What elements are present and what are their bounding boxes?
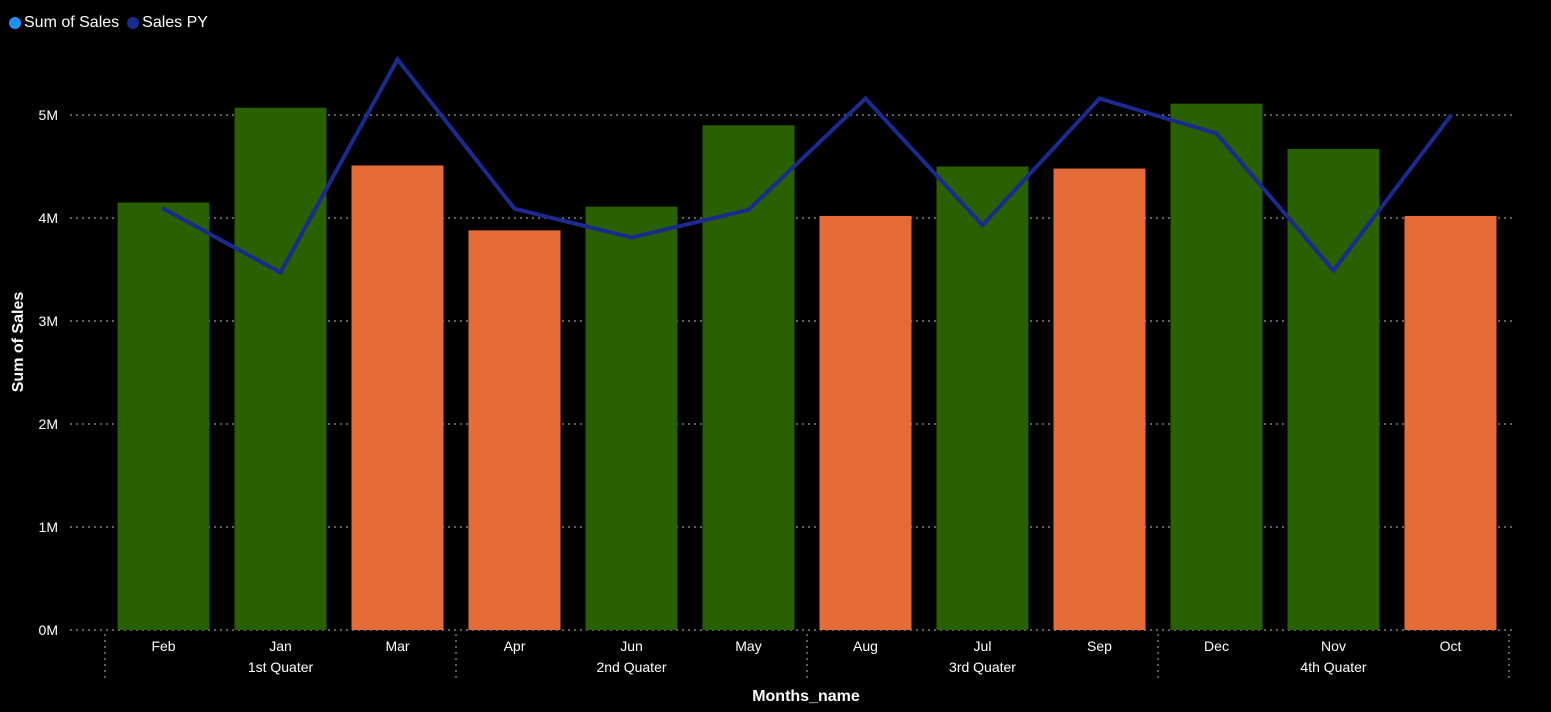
y-tick-label: 4M bbox=[39, 210, 58, 226]
bar-may[interactable] bbox=[702, 125, 795, 631]
y-tick-label: 0M bbox=[39, 622, 58, 638]
x-tick-label: Oct bbox=[1440, 638, 1462, 654]
point-sales-py-apr[interactable] bbox=[512, 206, 517, 211]
y-tick-label: 1M bbox=[39, 519, 58, 535]
x-axis-ticks: Feb Jan Mar Apr Jun May Aug Jul Sep Dec Nov Oct bbox=[151, 638, 1461, 654]
x-group-label: 3rd Quater bbox=[949, 659, 1016, 675]
bar-oct[interactable] bbox=[1404, 215, 1497, 630]
line-series bbox=[161, 55, 1453, 276]
x-tick-label: Jan bbox=[269, 638, 292, 654]
x-tick-label: Jun bbox=[620, 638, 643, 654]
x-tick-label: May bbox=[735, 638, 761, 654]
y-tick-label: 5M bbox=[39, 107, 58, 123]
y-axis-ticks: 0M 1M 2M 3M 4M 5M bbox=[39, 107, 58, 638]
point-sales-py-mar[interactable] bbox=[395, 57, 400, 62]
legend-item-sum-of-sales[interactable]: Sum of Sales bbox=[9, 14, 119, 32]
x-tick-label: Sep bbox=[1087, 638, 1112, 654]
legend-dot-sum-of-sales bbox=[9, 17, 21, 29]
x-tick-label: Apr bbox=[504, 638, 526, 654]
point-sales-py-may[interactable] bbox=[746, 207, 751, 212]
point-sales-py-sep[interactable] bbox=[1097, 96, 1102, 101]
x-group-label: 4th Quater bbox=[1300, 659, 1366, 675]
x-tick-label: Feb bbox=[151, 638, 175, 654]
bar-jul[interactable] bbox=[936, 166, 1029, 631]
bar-aug[interactable] bbox=[819, 215, 912, 630]
x-tick-label: Jul bbox=[974, 638, 992, 654]
bar-dec[interactable] bbox=[1170, 103, 1263, 631]
bar-nov[interactable] bbox=[1287, 148, 1380, 631]
x-tick-label: Aug bbox=[853, 638, 878, 654]
x-tick-label: Mar bbox=[385, 638, 409, 654]
bar-apr[interactable] bbox=[468, 230, 561, 631]
point-sales-py-jan[interactable] bbox=[278, 270, 283, 275]
bar-mar[interactable] bbox=[351, 165, 444, 630]
bar-jan[interactable] bbox=[234, 107, 327, 631]
x-axis-title: Months_name bbox=[752, 688, 860, 705]
bar-sep[interactable] bbox=[1053, 168, 1146, 630]
x-group-label: 2nd Quater bbox=[596, 659, 666, 675]
point-sales-py-jun[interactable] bbox=[629, 235, 634, 240]
legend-label-sum-of-sales: Sum of Sales bbox=[24, 14, 120, 31]
point-sales-py-feb[interactable] bbox=[161, 206, 166, 211]
legend-label-sales-py: Sales PY bbox=[142, 14, 208, 31]
chart-legend: Sum of Sales Sales PY bbox=[9, 14, 216, 32]
y-tick-label: 2M bbox=[39, 416, 58, 432]
bar-jun[interactable] bbox=[585, 206, 678, 631]
x-tick-label: Dec bbox=[1204, 638, 1229, 654]
line-sales-py[interactable] bbox=[162, 55, 1453, 276]
x-axis-groups: 1st Quater 2nd Quater 3rd Quater 4th Quater bbox=[104, 634, 1510, 682]
legend-dot-sales-py bbox=[127, 17, 140, 29]
point-sales-py-nov[interactable] bbox=[1331, 268, 1336, 273]
point-sales-py-aug[interactable] bbox=[863, 96, 868, 101]
y-tick-label: 3M bbox=[39, 313, 58, 329]
point-sales-py-jul[interactable] bbox=[980, 223, 985, 228]
point-sales-py-oct[interactable] bbox=[1448, 114, 1453, 119]
point-sales-py-dec[interactable] bbox=[1214, 131, 1219, 136]
x-tick-label: Nov bbox=[1321, 638, 1346, 654]
bar-feb[interactable] bbox=[117, 202, 210, 631]
bars bbox=[117, 103, 1497, 631]
legend-item-sales-py[interactable]: Sales PY bbox=[127, 14, 208, 32]
x-group-label: 1st Quater bbox=[248, 659, 314, 675]
y-axis-title: Sum of Sales bbox=[10, 292, 27, 393]
